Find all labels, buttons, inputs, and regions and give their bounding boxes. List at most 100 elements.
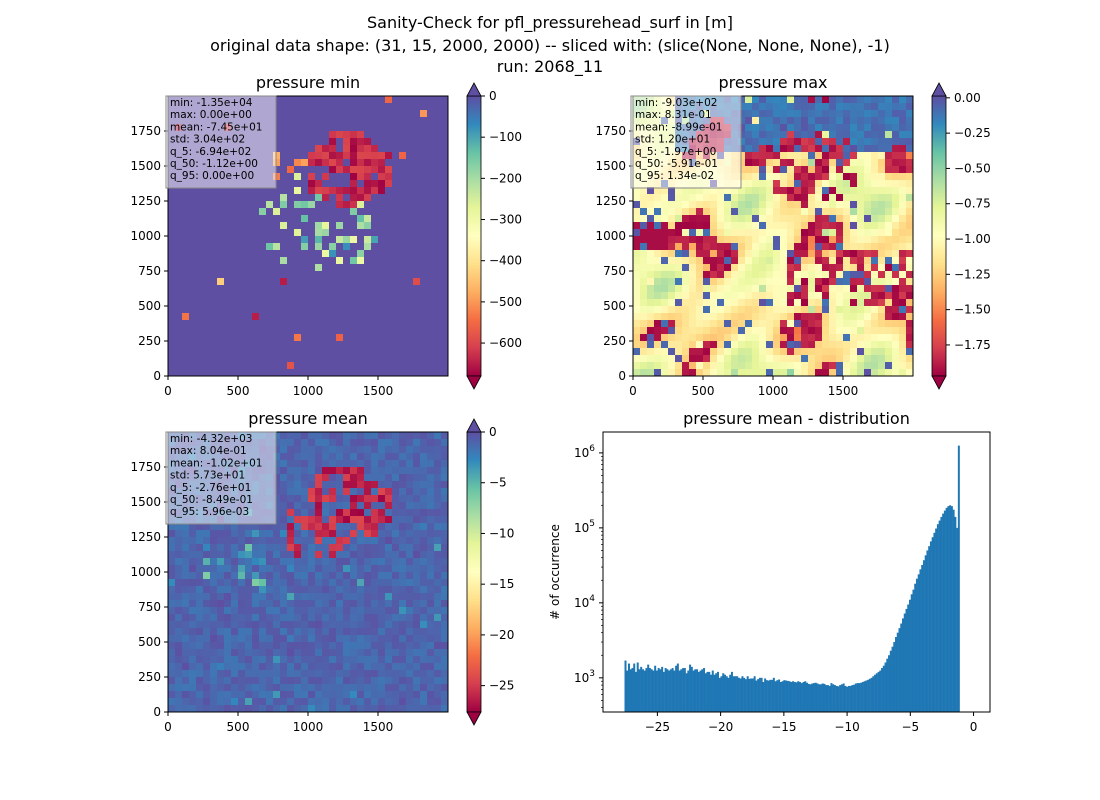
histogram-bar <box>694 669 697 712</box>
histogram-bar <box>687 670 690 712</box>
colorbar-tick-label: −1.50 <box>954 303 991 317</box>
histogram-bar <box>889 650 892 712</box>
histogram-bar <box>942 513 945 712</box>
y-tick-label: 1000 <box>130 565 161 579</box>
x-tick-label: 1000 <box>293 720 324 734</box>
histogram-bar <box>696 669 699 712</box>
x-tick-label: 500 <box>227 720 250 734</box>
histogram-bar <box>825 685 828 712</box>
panel-title-1: pressure min <box>256 73 360 92</box>
stats-line: max: 8.04e-01 <box>170 445 247 457</box>
histogram-bar <box>826 685 829 712</box>
stats-line: mean: -8.99e-01 <box>635 121 722 133</box>
histogram-bar <box>751 678 754 712</box>
colorbar-tick-label: −600 <box>489 336 522 350</box>
colorbar-extend-bottom <box>466 711 482 726</box>
x-tick-label: 1500 <box>363 384 394 398</box>
histogram-bar <box>638 669 641 712</box>
histogram-bar <box>802 681 805 712</box>
histogram-bar <box>854 683 857 712</box>
histogram-bar <box>928 546 931 712</box>
histogram-bar <box>867 679 870 712</box>
x-tick-label: 1000 <box>758 384 789 398</box>
colorbar-tick-label: −0.75 <box>954 197 991 211</box>
histogram-bar <box>924 555 927 712</box>
histogram-bar <box>710 674 713 712</box>
y-tick-label: 1750 <box>595 124 626 138</box>
stats-line: max: 0.00e+00 <box>170 109 252 121</box>
histogram-bar <box>912 589 915 712</box>
histogram-bar <box>744 679 747 712</box>
histogram-bar <box>929 541 932 712</box>
histogram-bar <box>722 673 725 712</box>
stats-line: std: 5.73e+01 <box>170 470 245 482</box>
histogram-bar <box>750 678 753 712</box>
histogram-bar <box>945 507 948 712</box>
y-tick-label: 750 <box>138 600 161 614</box>
histogram-bar <box>872 676 875 712</box>
histogram-bar <box>907 604 910 712</box>
histogram-bar <box>799 681 802 712</box>
colorbar-tick-label: −200 <box>489 171 522 185</box>
y-tick-label: 750 <box>603 264 626 278</box>
histogram-bar <box>701 669 704 712</box>
histogram-bar <box>764 678 767 712</box>
colorbar-tick-label: −300 <box>489 213 522 227</box>
histogram-bar <box>655 670 658 712</box>
x-tick-label: 1500 <box>828 384 859 398</box>
histogram-bar <box>833 685 836 712</box>
histogram-bar <box>659 669 662 712</box>
histogram-bar <box>863 681 866 712</box>
colorbar-tick-label: −400 <box>489 254 522 268</box>
histogram-bar <box>778 679 781 712</box>
stats-line: std: 3.04e+02 <box>170 134 245 146</box>
histogram-bar <box>697 671 700 712</box>
y-tick-label: 500 <box>138 635 161 649</box>
histogram-panel: pressure mean - distribution −25 −20 −15 −10… <box>548 409 991 734</box>
stats-line: q_95: 1.34e-02 <box>635 170 714 182</box>
histogram-bar <box>950 506 953 712</box>
histogram-bar <box>668 670 671 712</box>
histogram-bar <box>732 676 735 712</box>
histogram-bar <box>926 550 929 712</box>
histogram-bar <box>800 683 803 712</box>
histogram-bar <box>893 642 896 712</box>
histogram-bar <box>757 679 760 712</box>
histogram-bar <box>830 683 833 712</box>
hist-y-tick-label: 104 <box>574 594 595 610</box>
histogram-bar <box>769 679 772 712</box>
histogram-bar <box>683 668 686 712</box>
histogram-bar <box>743 677 746 712</box>
histogram-bar <box>868 678 871 712</box>
histogram-bar <box>840 684 843 712</box>
histogram-bar <box>654 665 657 712</box>
stats-line: std: 1.20e+01 <box>635 134 710 146</box>
colorbar-extend-bottom <box>466 375 482 390</box>
histogram-bar <box>713 674 716 712</box>
histogram-bar <box>636 662 639 712</box>
x-tick-label: 0 <box>629 384 637 398</box>
histogram-bar <box>675 665 678 712</box>
histogram-bar <box>774 681 777 712</box>
histogram-bar <box>741 676 744 712</box>
colorbar-extend-bottom <box>931 375 947 390</box>
histogram-bar <box>853 684 856 712</box>
suptitle-line-2: original data shape: (31, 15, 2000, 2000… <box>210 36 890 55</box>
y-tick-label: 250 <box>138 334 161 348</box>
histogram-bar <box>849 685 852 712</box>
histogram-bar <box>837 686 840 712</box>
colorbar-tick-label: −0.50 <box>954 161 991 175</box>
histogram-bar <box>720 676 723 712</box>
colorbar-extend-top <box>931 82 947 97</box>
histogram-bar <box>786 680 789 712</box>
histogram-bar <box>692 670 695 712</box>
histogram-bar <box>711 670 714 712</box>
y-tick-label: 0 <box>153 369 161 383</box>
histogram-bar <box>861 681 864 712</box>
histogram-bar <box>765 680 768 712</box>
histogram-bar <box>781 681 784 712</box>
histogram-bar <box>776 680 779 712</box>
hist-x-tick-label: 0 <box>970 720 978 734</box>
